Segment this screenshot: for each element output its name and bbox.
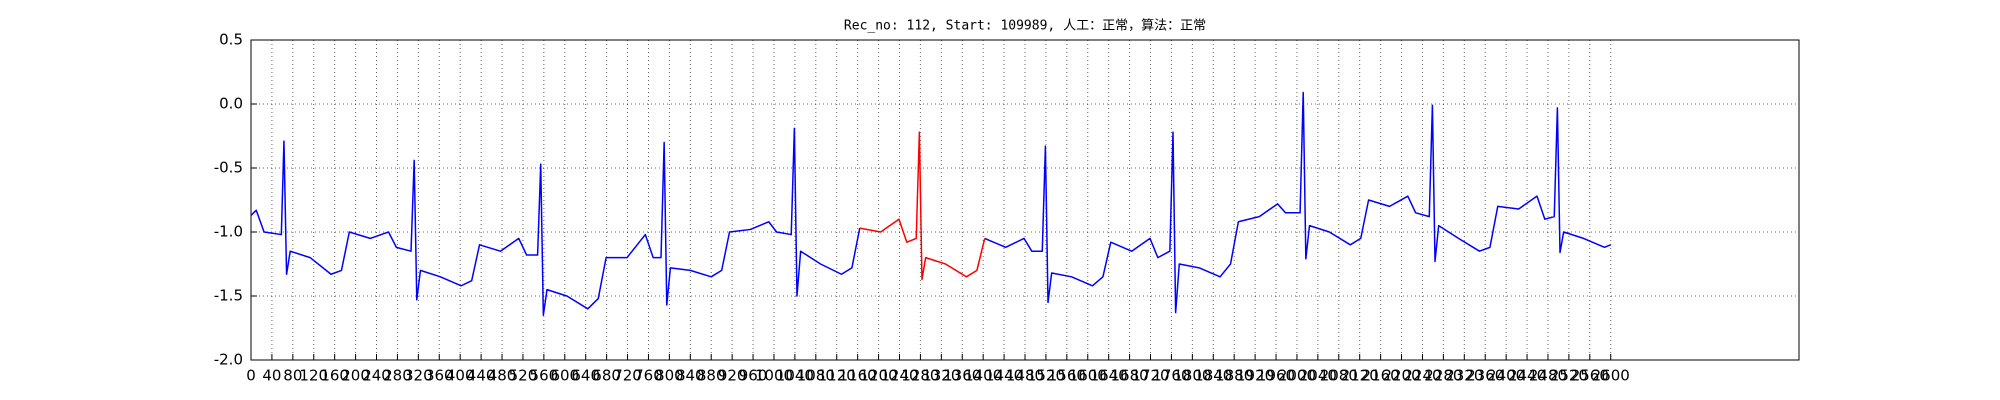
x-tick-label: 2560 <box>1571 367 1609 385</box>
x-tick-label: 1360 <box>943 367 981 385</box>
x-tick-label: 1120 <box>818 367 856 385</box>
y-tick-label: -1.5 <box>214 287 243 305</box>
x-tick-label: 2240 <box>1403 367 1441 385</box>
x-tick-label: 640 <box>571 367 600 385</box>
y-tick-label: 0.0 <box>219 95 243 113</box>
y-tick-label: -0.5 <box>214 159 243 177</box>
x-tick-label: 320 <box>404 367 433 385</box>
x-tick-label: 1480 <box>1006 367 1044 385</box>
x-tick-label: 920 <box>718 367 747 385</box>
y-tick-label: -2.0 <box>214 351 243 369</box>
x-tick-label: 360 <box>425 367 454 385</box>
x-tick-label: 1800 <box>1173 367 1211 385</box>
signal-line <box>859 131 986 281</box>
x-tick-label: 2000 <box>1278 367 1316 385</box>
x-tick-label: 760 <box>634 367 663 385</box>
x-tick-label: 1160 <box>839 367 877 385</box>
x-tick-label: 1520 <box>1027 367 1065 385</box>
x-tick-label: 2080 <box>1320 367 1358 385</box>
x-tick-label: 1080 <box>797 367 835 385</box>
x-tick-label: 1440 <box>985 367 1023 385</box>
x-tick-label: 0 <box>246 367 256 385</box>
x-tick-label: 1280 <box>901 367 939 385</box>
x-tick-label: 1920 <box>1236 367 1274 385</box>
x-tick-label: 2040 <box>1299 367 1337 385</box>
x-tick-label: 1040 <box>776 367 814 385</box>
x-tick-label: 880 <box>697 367 726 385</box>
x-tick-label: 840 <box>676 367 705 385</box>
y-tick-label: 0.5 <box>219 31 243 49</box>
x-tick-label: 2480 <box>1529 367 1567 385</box>
x-tick-label: 240 <box>362 367 391 385</box>
x-tick-label: 1840 <box>1194 367 1232 385</box>
x-tick-label: 1600 <box>1069 367 1107 385</box>
x-tick-label: 480 <box>488 367 517 385</box>
x-tick-label: 1000 <box>755 367 793 385</box>
x-tick-label: 2600 <box>1592 367 1630 385</box>
x-tick-label: 2440 <box>1508 367 1546 385</box>
x-tick-label: 2280 <box>1424 367 1462 385</box>
x-tick-label: 680 <box>592 367 621 385</box>
x-tick-label: 2120 <box>1341 367 1379 385</box>
x-tick-label: 720 <box>613 367 642 385</box>
x-tick-label: 1680 <box>1111 367 1149 385</box>
x-tick-label: 160 <box>320 367 349 385</box>
x-tick-label: 600 <box>550 367 579 385</box>
x-tick-label: 280 <box>383 367 412 385</box>
x-tick-label: 1240 <box>880 367 918 385</box>
x-tick-label: 200 <box>341 367 370 385</box>
x-tick-label: 2320 <box>1445 367 1483 385</box>
x-tick-label: 1760 <box>1152 367 1190 385</box>
plot-frame <box>250 39 1800 361</box>
x-tick-label: 800 <box>655 367 684 385</box>
x-tick-label: 80 <box>283 367 302 385</box>
x-tick-label: 40 <box>262 367 281 385</box>
x-tick-label: 2200 <box>1382 367 1420 385</box>
x-tick-label: 1560 <box>1048 367 1086 385</box>
x-tick-label: 1880 <box>1215 367 1253 385</box>
x-tick-label: 2360 <box>1466 367 1504 385</box>
x-tick-label: 2160 <box>1362 367 1400 385</box>
x-tick-label: 520 <box>509 367 538 385</box>
x-tick-label: 2400 <box>1487 367 1525 385</box>
y-tick-label: -1.0 <box>214 223 243 241</box>
x-tick-label: 120 <box>299 367 328 385</box>
x-tick-label: 560 <box>530 367 559 385</box>
signal-line <box>250 91 1612 316</box>
x-tick-label: 1640 <box>1090 367 1128 385</box>
x-tick-label: 960 <box>739 367 768 385</box>
x-tick-label: 400 <box>446 367 475 385</box>
x-tick-label: 1720 <box>1131 367 1169 385</box>
chart-title: Rec_no: 112, Start: 109989, 人工：正常，算法：正常 <box>844 19 1206 34</box>
x-tick-label: 1400 <box>964 367 1002 385</box>
x-tick-label: 1320 <box>922 367 960 385</box>
x-tick-label: 1960 <box>1257 367 1295 385</box>
x-tick-label: 1200 <box>859 367 897 385</box>
x-tick-label: 440 <box>467 367 496 385</box>
x-tick-label: 2520 <box>1550 367 1588 385</box>
